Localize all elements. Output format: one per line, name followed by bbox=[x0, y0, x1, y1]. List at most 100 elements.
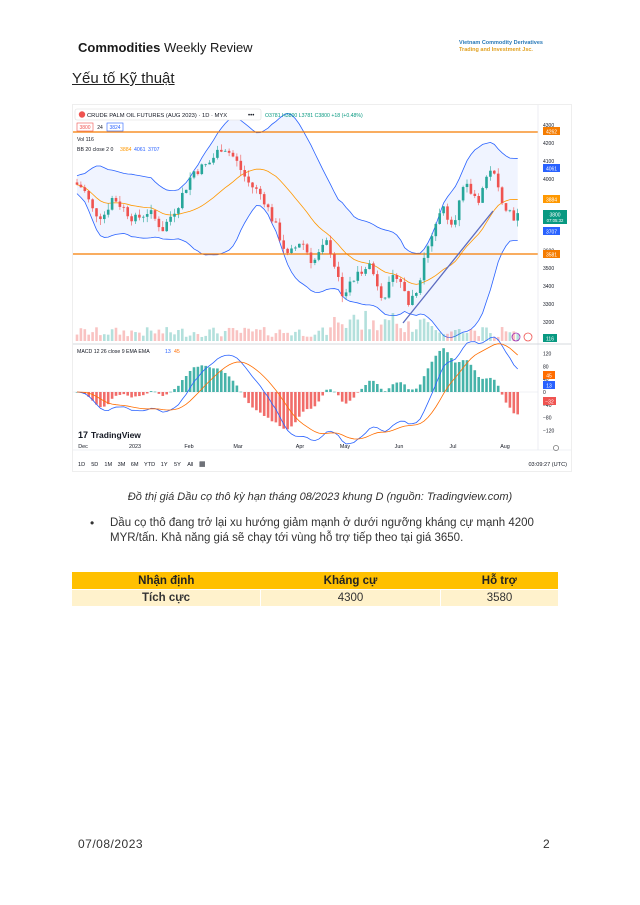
candle-body bbox=[262, 194, 266, 205]
bollinger-upper-line bbox=[76, 112, 518, 254]
volume-bar bbox=[430, 326, 434, 341]
histogram-bar bbox=[418, 384, 422, 392]
range-button[interactable]: All bbox=[187, 462, 193, 468]
volume-bar bbox=[122, 330, 126, 341]
volume-bar bbox=[247, 328, 250, 341]
time-axis: Dec 2023 Feb Mar Apr May Jun Jul Aug bbox=[78, 444, 510, 450]
candle-body bbox=[504, 203, 508, 211]
volume-bar bbox=[473, 330, 477, 341]
candle-body bbox=[286, 248, 289, 253]
volume-bar bbox=[383, 319, 387, 341]
range-button[interactable]: YTD bbox=[144, 462, 155, 468]
candle-body bbox=[333, 254, 336, 267]
badge-last-price: 3800 bbox=[549, 213, 560, 219]
macd-badge-macd: 13 bbox=[546, 383, 552, 389]
volume-bar bbox=[372, 320, 375, 341]
volume-bar bbox=[403, 332, 406, 341]
histogram-bar bbox=[95, 392, 98, 405]
histogram-bar bbox=[321, 392, 324, 396]
macd-label: MACD 12 26 close 9 EMA EMA bbox=[77, 349, 150, 355]
volume-bar bbox=[489, 333, 492, 341]
range-button[interactable]: 1D bbox=[78, 462, 85, 468]
volume-bar bbox=[83, 329, 87, 341]
macd-histogram bbox=[75, 348, 519, 430]
range-button[interactable]: 3M bbox=[118, 462, 126, 468]
volume-bar bbox=[399, 328, 402, 341]
range-button[interactable]: 5D bbox=[91, 462, 98, 468]
spread: 24 bbox=[97, 125, 103, 131]
histogram-bar bbox=[294, 392, 297, 423]
histogram-bar bbox=[247, 392, 250, 404]
candle-body bbox=[130, 216, 133, 222]
candle-body bbox=[364, 269, 367, 274]
volume-bar bbox=[348, 319, 352, 341]
calendar-icon[interactable]: ▦ bbox=[199, 461, 206, 468]
macd-tick: 0 bbox=[543, 390, 546, 396]
candle-body bbox=[508, 210, 512, 212]
price-axis: 4300420041004000380037003600350034003300… bbox=[543, 123, 554, 326]
bb-value-mid: 3884 bbox=[120, 147, 132, 153]
range-button[interactable]: 1Y bbox=[161, 462, 168, 468]
volume-bar bbox=[286, 332, 289, 341]
candle-body bbox=[157, 218, 161, 228]
tradingview-logo: TradingView bbox=[91, 430, 141, 440]
volume-bar bbox=[387, 320, 391, 341]
histogram-bar bbox=[122, 392, 126, 395]
time-tick: 2023 bbox=[129, 444, 141, 450]
candle-body bbox=[477, 195, 480, 203]
trend-line bbox=[402, 210, 494, 324]
histogram-bar bbox=[200, 365, 204, 392]
settings-icon[interactable] bbox=[553, 445, 559, 451]
histogram-bar bbox=[516, 392, 519, 415]
volume-bar bbox=[504, 331, 508, 341]
bid-price[interactable]: 3800 bbox=[79, 125, 90, 131]
company-name: Vietnam Commodity Derivatives Trading an… bbox=[459, 40, 543, 53]
candle-body bbox=[235, 156, 239, 161]
volume-bar bbox=[329, 327, 332, 341]
histogram-bar bbox=[239, 391, 243, 393]
histogram-bar bbox=[278, 392, 282, 427]
histogram-bar bbox=[157, 392, 161, 394]
histogram-bar bbox=[340, 392, 344, 402]
candle-body bbox=[340, 276, 344, 297]
volume-bar bbox=[290, 335, 293, 341]
histogram-bar bbox=[473, 370, 477, 392]
histogram-bar bbox=[508, 392, 512, 408]
ask-price[interactable]: 3824 bbox=[109, 125, 120, 131]
histogram-bar bbox=[106, 392, 110, 405]
candle-body bbox=[184, 189, 188, 193]
candle-body bbox=[103, 214, 106, 220]
range-button[interactable]: 5Y bbox=[174, 462, 181, 468]
volume-bar bbox=[79, 328, 83, 341]
volume-bar bbox=[391, 313, 395, 341]
histogram-bar bbox=[512, 392, 516, 414]
histogram-bar bbox=[99, 392, 102, 408]
price-tick: 3200 bbox=[543, 320, 554, 326]
candle-body bbox=[376, 274, 379, 287]
flash-icon[interactable] bbox=[511, 332, 521, 342]
volume-bar bbox=[145, 327, 149, 341]
histogram-bar bbox=[446, 352, 449, 392]
candle-body bbox=[442, 206, 445, 214]
histogram-bar bbox=[266, 392, 270, 418]
badge-last-time: 07:05:32 bbox=[547, 218, 564, 223]
volume-bar bbox=[301, 335, 305, 341]
volume-bar bbox=[411, 331, 414, 341]
volume-bar bbox=[130, 330, 133, 341]
range-button[interactable]: 1M bbox=[104, 462, 112, 468]
candle-body bbox=[383, 297, 387, 299]
candle-body bbox=[489, 170, 492, 177]
more-icon[interactable]: ••• bbox=[248, 113, 254, 119]
volume-bar bbox=[344, 327, 348, 341]
range-button[interactable]: 6M bbox=[131, 462, 139, 468]
histogram-bar bbox=[87, 392, 90, 397]
candle-body bbox=[274, 221, 278, 223]
candle-body bbox=[352, 280, 356, 282]
bullet-dot-icon: • bbox=[90, 516, 95, 530]
candle-body bbox=[360, 271, 363, 274]
macd-badge-hist: −32 bbox=[545, 399, 554, 405]
volume-bar bbox=[415, 329, 418, 341]
histogram-bar bbox=[301, 392, 305, 412]
volume-bar bbox=[138, 332, 141, 341]
alert-icon[interactable] bbox=[523, 332, 533, 342]
